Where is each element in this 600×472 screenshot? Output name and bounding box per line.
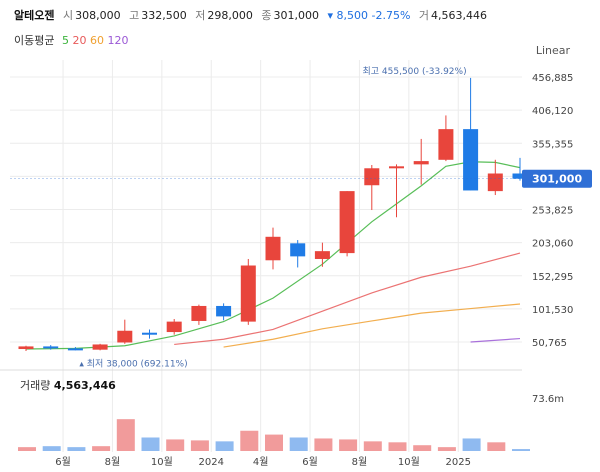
volume-bar — [116, 419, 135, 451]
candle-body — [413, 161, 429, 165]
stock-header: 알테오젠 시 308,000 고 332,500 저 298,000 종 301,000… — [14, 7, 492, 23]
ma-60-line — [223, 303, 521, 348]
candle-body — [265, 236, 281, 261]
volume-bar — [265, 434, 283, 451]
volume-bar — [215, 441, 234, 451]
volume-bar — [339, 439, 358, 451]
scale-toggle-button[interactable]: Linear — [535, 44, 570, 57]
y-tick-label: 456,885 — [532, 73, 573, 84]
x-tick-label: 8월 — [352, 456, 368, 468]
volume-bar — [437, 447, 456, 451]
y-tick-label: 406,120 — [532, 106, 573, 117]
ma-20-line — [174, 252, 521, 346]
candle-body — [216, 305, 232, 317]
close-value: 301,000 — [273, 9, 319, 22]
volume-bar — [18, 447, 36, 451]
close-label: 종 — [261, 9, 272, 22]
volume-bar — [363, 441, 382, 451]
high-label: 고 — [129, 9, 140, 22]
ma-120-label[interactable]: 120 — [107, 34, 129, 47]
candle-body — [314, 251, 330, 259]
moving-average-legend: 이동평균 5 20 60 120 — [14, 32, 128, 48]
candle-body — [67, 348, 83, 351]
candle-body — [43, 346, 59, 349]
change-value: ▾ 8,500 -2.75% — [327, 9, 411, 22]
candle-body — [512, 173, 528, 179]
candle-body — [92, 344, 108, 350]
x-tick-label: 8월 — [105, 456, 121, 468]
high-annotation: 최고 455,500 (-33.92%) — [363, 66, 467, 77]
candle-body — [191, 305, 207, 321]
volume-bar — [67, 447, 86, 451]
candle-body — [339, 191, 355, 254]
open-label: 시 — [62, 9, 74, 22]
candle-body — [117, 330, 133, 343]
open-value: 308,000 — [75, 9, 121, 22]
volume-bar — [487, 442, 506, 451]
low-annotation: ▴ 최저 38,000 (692.11%) — [79, 358, 187, 369]
volume-axis-label: 73.6m — [532, 394, 564, 405]
volume-bar — [42, 446, 61, 451]
low-label: 저 — [195, 9, 206, 22]
high-value: 332,500 — [141, 9, 187, 22]
candle-body — [389, 166, 404, 169]
candle-body — [364, 168, 380, 186]
volume-bar — [92, 446, 111, 451]
y-tick-label: 203,060 — [532, 239, 573, 250]
volume-value: 4,563,446 — [431, 9, 488, 22]
x-tick-label: 2024 — [199, 457, 224, 468]
ma-20-label[interactable]: 20 — [72, 34, 87, 47]
volume-panel-title: 거래량 — [20, 379, 51, 392]
ma-5-label[interactable]: 5 — [61, 34, 69, 47]
volume-bar — [240, 430, 259, 451]
volume-bar — [141, 437, 160, 451]
y-tick-label: 50,765 — [532, 338, 567, 349]
volume-bar — [289, 437, 308, 451]
x-tick-label: 10월 — [398, 456, 420, 468]
candle-body — [290, 243, 306, 257]
stock-name: 알테오젠 — [14, 9, 55, 22]
ma-60-label[interactable]: 60 — [89, 34, 104, 47]
ma-legend-label: 이동평균 — [14, 34, 55, 47]
candle-body — [463, 129, 479, 191]
ma-120-line — [470, 337, 521, 343]
low-value: 298,000 — [207, 9, 253, 22]
candle-body — [438, 129, 454, 160]
y-tick-label: 152,295 — [532, 272, 573, 283]
x-tick-label: 6월 — [55, 456, 71, 468]
y-tick-label: 253,825 — [532, 206, 573, 217]
candle-body — [18, 346, 34, 350]
volume-bar — [413, 445, 432, 451]
volume-label: 거 — [418, 9, 430, 22]
x-tick-label: 10월 — [151, 456, 173, 468]
candle-body — [142, 332, 157, 335]
volume-bar — [190, 440, 209, 451]
candle-body — [487, 173, 503, 192]
volume-panel-value: 4,563,446 — [53, 379, 116, 392]
volume-panel-label: 거래량 4,563,446 — [20, 377, 116, 393]
volume-bar — [314, 438, 333, 451]
x-tick-label: 4월 — [253, 456, 269, 468]
current-price-label: 301,000 — [532, 173, 582, 186]
volume-bar — [388, 442, 407, 451]
y-tick-label: 355,355 — [532, 139, 573, 150]
current-price-tag — [522, 169, 592, 188]
x-tick-label: 6월 — [302, 456, 318, 468]
volume-bar — [166, 439, 185, 451]
volume-bar — [512, 449, 530, 451]
candle-body — [240, 265, 256, 322]
y-tick-label: 101,530 — [532, 305, 573, 316]
volume-bar — [462, 438, 481, 451]
x-tick-label: 2025 — [446, 457, 471, 468]
candle-body — [166, 321, 182, 333]
